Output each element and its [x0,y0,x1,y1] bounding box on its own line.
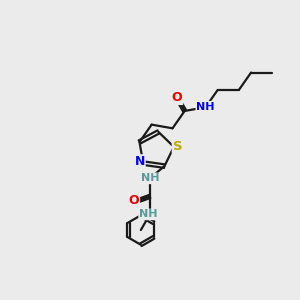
Text: O: O [129,194,139,207]
Text: O: O [172,91,182,104]
Text: NH: NH [196,102,215,112]
Text: N: N [134,155,145,168]
Text: NH: NH [139,209,158,219]
Text: NH: NH [141,173,159,183]
Text: S: S [172,140,182,153]
